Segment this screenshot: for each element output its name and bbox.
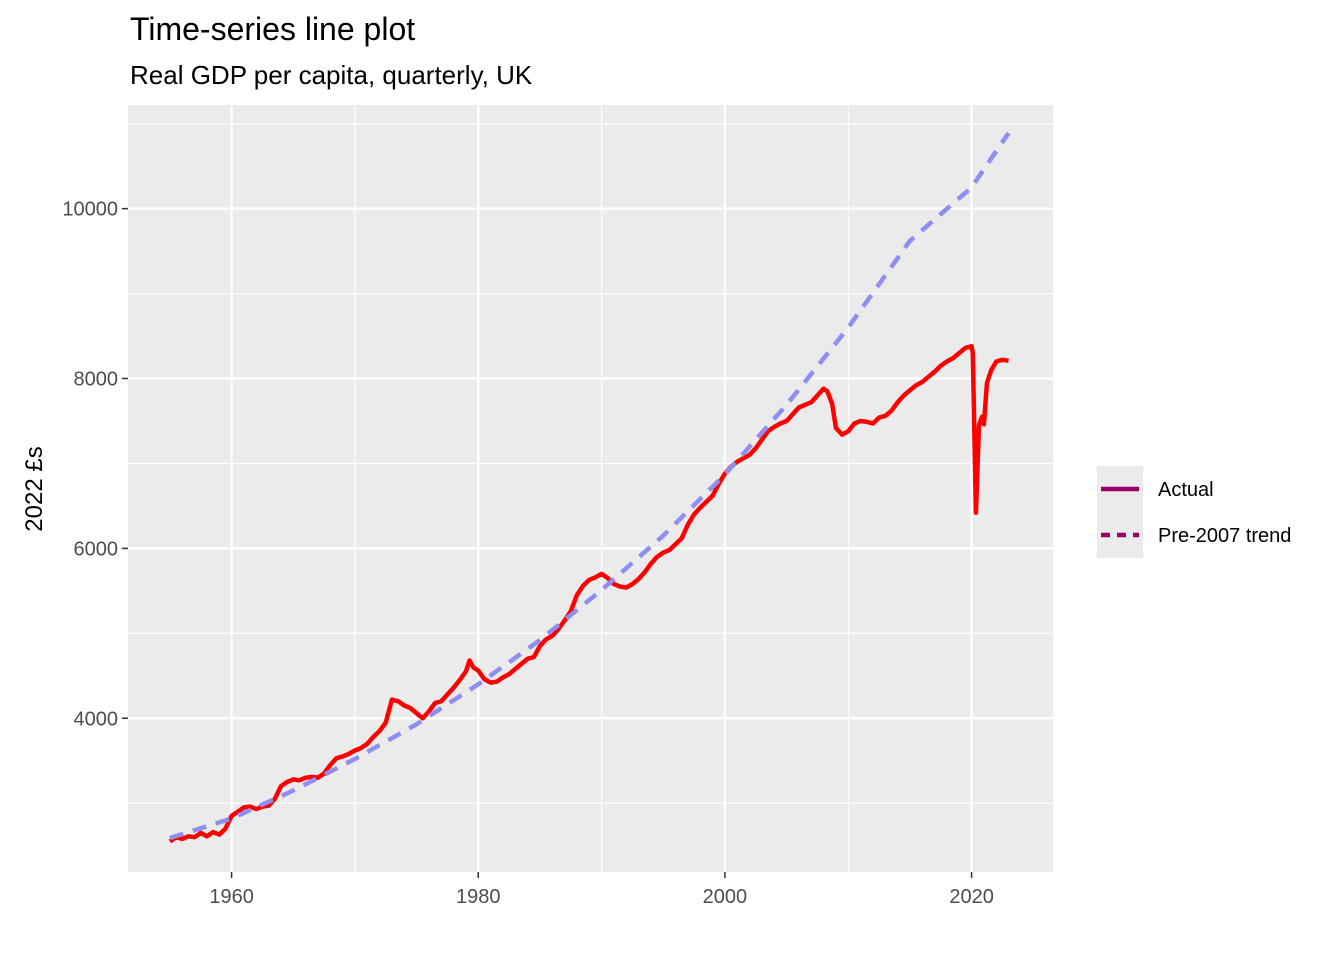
y-tick-label: 10000	[62, 199, 118, 221]
series-line-pre-2007-trend	[169, 131, 1011, 841]
grid-minor	[128, 105, 1053, 872]
y-tick-label: 8000	[74, 369, 119, 391]
x-tick-labels: 1960 1980 2000 2020	[209, 886, 994, 908]
y-tick-labels: 4000 6000 8000 10000	[62, 199, 118, 731]
x-tick-label: 2020	[949, 886, 994, 908]
series-line-actual	[168, 343, 1009, 844]
chart-title: Time-series line plot	[130, 11, 415, 47]
plot-panel	[128, 105, 1053, 872]
series-layer	[168, 131, 1011, 844]
grid-major	[128, 105, 1053, 872]
y-axis-title: 2022 £s	[21, 446, 48, 531]
legend-label: Actual	[1158, 479, 1214, 501]
y-tick-label: 4000	[74, 708, 119, 730]
legend-label: Pre-2007 trend	[1158, 525, 1291, 547]
y-tick-label: 6000	[74, 538, 119, 560]
chart-subtitle: Real GDP per capita, quarterly, UK	[130, 60, 533, 90]
x-tick-label: 1980	[456, 886, 501, 908]
legend-keys-background	[1097, 466, 1143, 558]
axis-ticks	[122, 207, 973, 878]
x-tick-label: 1960	[209, 886, 254, 908]
legend: Actual Pre-2007 trend	[1097, 466, 1291, 558]
x-tick-label: 2000	[703, 886, 748, 908]
